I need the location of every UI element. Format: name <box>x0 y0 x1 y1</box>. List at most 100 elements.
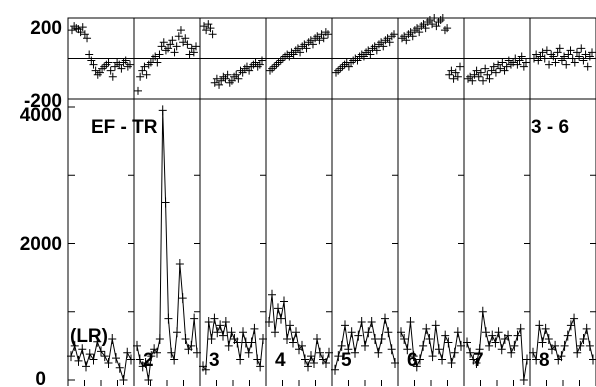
scatter-point <box>296 48 305 57</box>
scatter-point <box>417 22 426 31</box>
scatter-point <box>430 14 439 22</box>
scatter-point <box>564 50 573 59</box>
line-point <box>351 347 359 358</box>
annotation-left: (LR) <box>70 326 108 347</box>
scatter-point <box>372 46 381 55</box>
scatter-point <box>240 64 249 73</box>
scatter-point <box>432 22 441 31</box>
scatter-point <box>406 28 415 37</box>
scatter-point <box>536 52 545 61</box>
line-point <box>219 330 227 341</box>
line-point <box>259 334 267 345</box>
scatter-point <box>398 34 406 43</box>
scatter-point <box>181 34 190 43</box>
line-point <box>347 327 356 338</box>
scatter-point <box>68 26 76 35</box>
line-point <box>532 354 541 365</box>
line-point <box>450 347 459 358</box>
line-point <box>119 375 128 385</box>
line-point <box>507 347 516 358</box>
scatter-point <box>291 46 300 55</box>
scatter-point <box>278 54 287 63</box>
scatter-point <box>108 72 117 81</box>
panel-number-label: 4 <box>275 350 286 371</box>
scatter-point <box>449 74 458 83</box>
scatter-point <box>545 60 554 69</box>
scatter-point <box>174 32 183 41</box>
line-point <box>187 340 196 351</box>
bottom-series-panel-6 <box>397 316 465 372</box>
line-point <box>89 354 98 365</box>
scatter-point <box>121 56 130 65</box>
scatter-point <box>443 24 452 33</box>
scatter-point <box>577 44 586 53</box>
line-point <box>425 334 434 345</box>
line-point <box>481 327 490 338</box>
line-point <box>123 347 132 358</box>
scatter-point <box>522 58 530 67</box>
line-point <box>283 334 291 345</box>
scatter-point <box>553 48 562 57</box>
scatter-point <box>551 58 560 67</box>
scatter-point <box>134 86 142 95</box>
line-point <box>227 327 236 338</box>
scatter-point <box>489 62 498 71</box>
line-point <box>158 105 167 116</box>
line-point <box>447 357 456 368</box>
scatter-point <box>470 70 479 79</box>
scatter-point <box>221 74 230 83</box>
line-point <box>164 313 173 324</box>
line-point <box>403 344 412 355</box>
top-series-panel-3 <box>200 20 266 89</box>
bottom-series-panel-3 <box>199 313 267 375</box>
scatter-point <box>215 80 224 89</box>
scatter-point <box>513 60 522 69</box>
scatter-point <box>464 74 472 83</box>
line-point <box>280 296 288 307</box>
line-point <box>97 346 105 357</box>
line-point <box>70 340 79 351</box>
line-series-path <box>466 311 528 381</box>
scatter-point <box>255 60 264 69</box>
scatter-point <box>374 40 383 49</box>
scatter-point <box>511 54 520 63</box>
scatter-point <box>519 62 528 71</box>
scatter-point <box>340 60 349 69</box>
scatter-point <box>483 70 492 79</box>
line-point <box>504 330 513 341</box>
scatter-point <box>313 32 322 41</box>
line-point <box>135 354 144 365</box>
line-point <box>221 316 230 327</box>
line-point <box>178 293 187 304</box>
line-point <box>573 347 582 358</box>
scatter-point <box>311 34 320 43</box>
scatter-point <box>588 48 596 57</box>
line-point <box>316 347 324 358</box>
line-point <box>78 344 87 355</box>
line-point <box>250 323 259 334</box>
line-point <box>535 320 544 331</box>
scatter-point <box>557 56 566 65</box>
scatter-point <box>93 70 102 79</box>
scatter-point <box>179 38 188 47</box>
scatter-point <box>410 26 419 35</box>
line-point <box>144 375 153 385</box>
line-point <box>224 340 233 351</box>
panel-number-label: 8 <box>539 350 550 371</box>
line-point <box>141 357 150 368</box>
line-point <box>367 316 376 327</box>
line-point <box>576 340 585 351</box>
scatter-point <box>362 48 371 57</box>
line-point <box>115 362 124 373</box>
line-series-path <box>136 110 198 381</box>
line-point <box>233 337 242 348</box>
line-point <box>497 344 506 355</box>
line-point <box>406 316 415 327</box>
scatter-point <box>91 66 100 75</box>
scatter-point <box>100 62 109 71</box>
scatter-point <box>204 20 213 29</box>
line-point <box>415 354 424 365</box>
line-point <box>419 340 428 351</box>
line-point <box>133 340 141 351</box>
top-ytick-label: -200 <box>24 91 62 112</box>
